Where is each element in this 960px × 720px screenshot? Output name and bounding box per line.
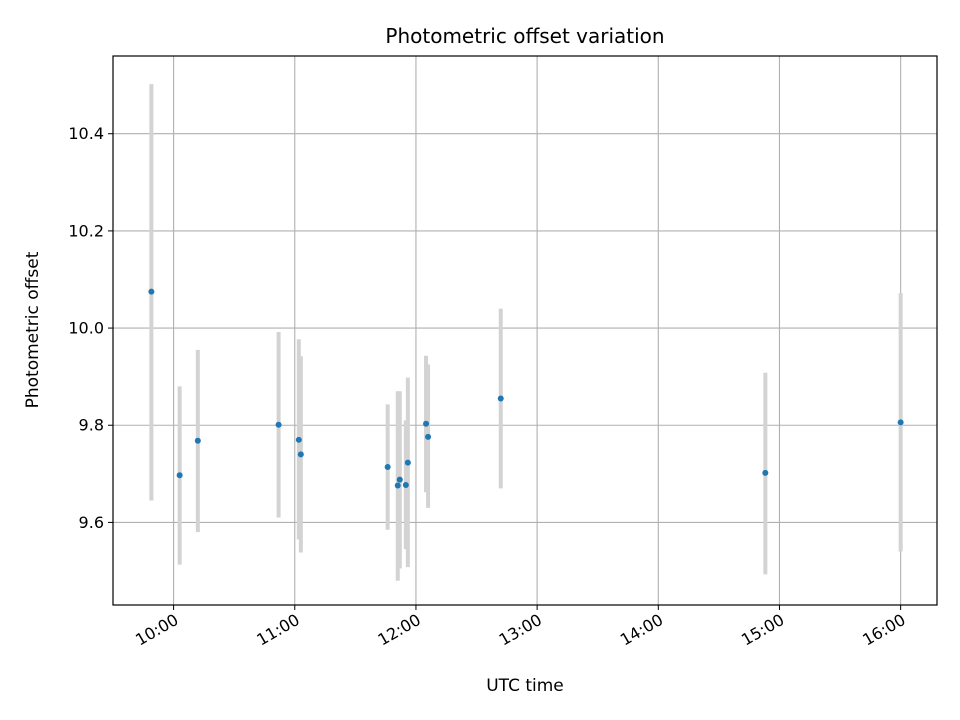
data-point	[297, 451, 304, 458]
x-tick-label: 14:00	[617, 610, 666, 650]
x-tick-label: 11:00	[253, 610, 302, 650]
data-point	[394, 482, 401, 489]
data-point	[176, 472, 183, 479]
y-tick-label: 10.0	[68, 319, 104, 338]
y-axis-ticks: 9.6 9.8 10.0 10.2 10.4	[68, 124, 113, 532]
data-point	[897, 419, 904, 426]
x-tick-label: 12:00	[375, 610, 424, 650]
x-tick-label: 13:00	[496, 610, 545, 650]
data-point	[404, 459, 411, 466]
x-tick-label: 16:00	[859, 610, 908, 650]
y-tick-label: 9.6	[79, 513, 104, 532]
data-point	[295, 436, 302, 443]
data-point	[497, 395, 504, 402]
data-point	[423, 420, 430, 427]
y-tick-label: 10.2	[68, 221, 104, 240]
data-points	[148, 288, 904, 489]
y-tick-label: 9.8	[79, 416, 104, 435]
y-tick-label: 10.4	[68, 124, 104, 143]
x-tick-label: 10:00	[132, 610, 181, 650]
chart-title: Photometric offset variation	[385, 24, 664, 48]
data-point	[402, 481, 409, 488]
y-axis-label: Photometric offset	[23, 251, 43, 408]
grid	[113, 56, 937, 605]
x-axis-label: UTC time	[486, 676, 564, 696]
data-point	[194, 437, 201, 444]
data-point	[762, 469, 769, 476]
data-point	[148, 288, 155, 295]
error-bars	[149, 84, 903, 581]
data-point	[275, 421, 282, 428]
data-point	[396, 476, 403, 483]
plot-frame	[112, 55, 938, 606]
x-tick-label: 15:00	[738, 610, 787, 650]
data-point	[425, 433, 432, 440]
x-axis-ticks: 10:00 11:00 12:00 13:00 14:00 15:00 16:00	[132, 605, 909, 650]
data-point	[384, 464, 391, 471]
